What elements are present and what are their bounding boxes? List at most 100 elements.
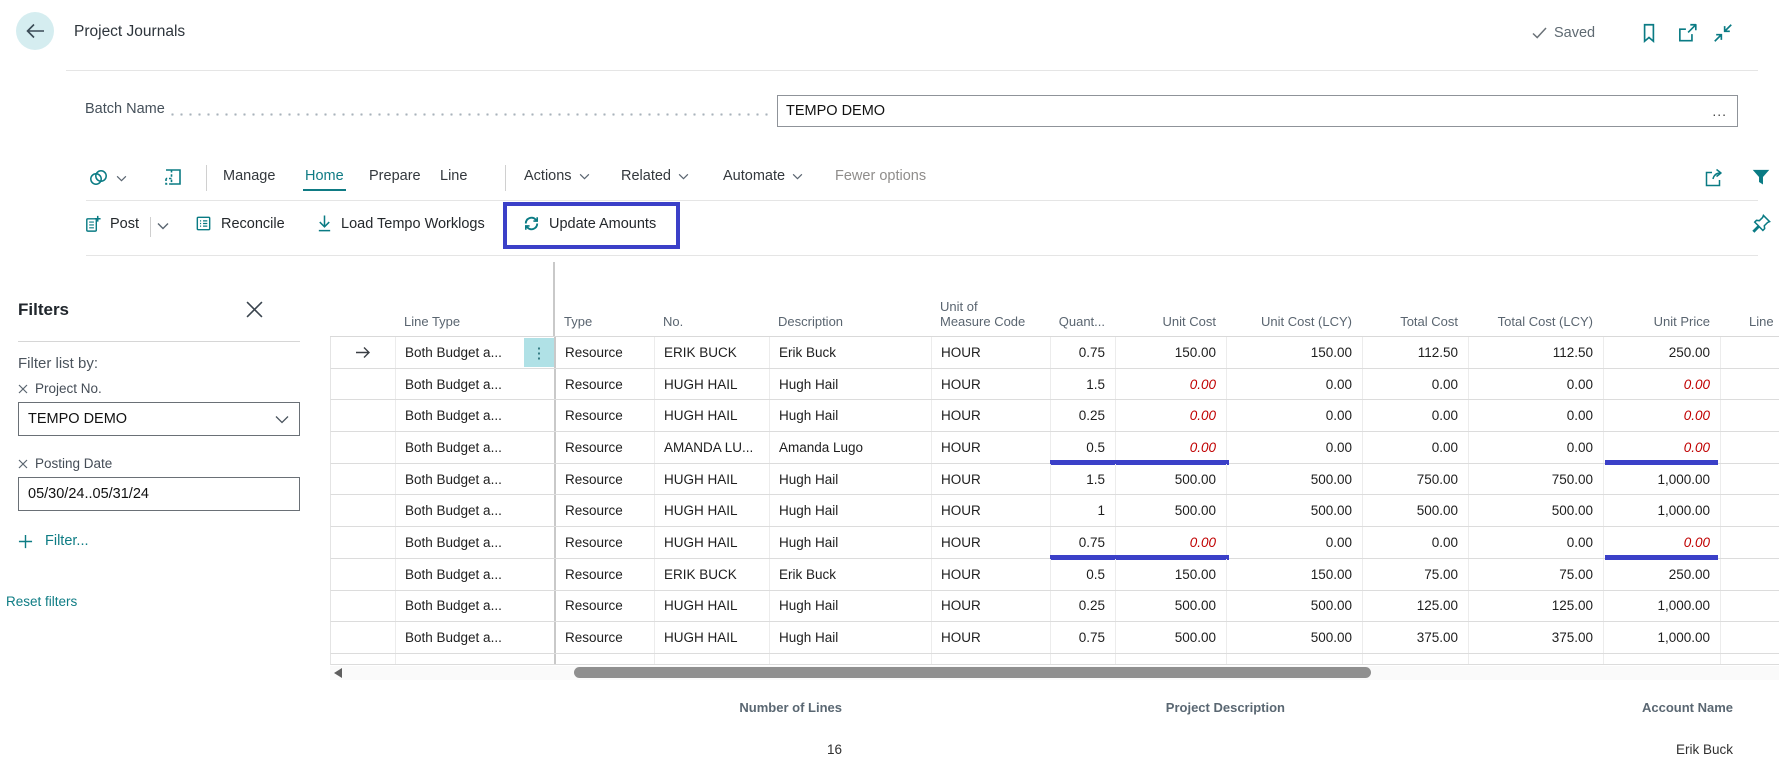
column-header-quant-[interactable]: Quant... [1058,314,1105,329]
cell-qty[interactable]: 0.75 [1051,337,1116,368]
cell-unit_price[interactable]: 0.00 [1604,527,1721,558]
posting-date-input[interactable]: 05/30/24..05/31/24 [18,477,300,511]
column-header-type[interactable]: Type [564,314,593,329]
cell-unit_cost[interactable]: 500.00 [1116,495,1227,527]
cell-total_cost_lcy[interactable]: 0.00 [1469,368,1604,400]
cell-unit_cost[interactable]: 150.00 [1116,337,1227,368]
cell-no[interactable]: ERIK BUCK [655,558,770,590]
views-button[interactable] [88,168,127,188]
cell-no[interactable]: HUGH HAIL [655,495,770,527]
column-header-total-cost-lcy-[interactable]: Total Cost (LCY) [1497,314,1593,329]
cell-unit_cost_lcy[interactable]: 500.00 [1227,463,1363,495]
cell-description[interactable]: Hugh Hail [770,622,932,653]
row-selector[interactable] [331,590,396,622]
cell-line-extra[interactable] [1721,432,1779,463]
cell-unit_cost_lcy[interactable]: 0.00 [1227,527,1363,558]
cell-unit_cost[interactable]: 0.00 [1116,527,1227,558]
cell-total_cost_lcy[interactable]: 75.00 [1469,558,1604,590]
cell-unit_price[interactable]: 1,000.00 [1604,463,1721,495]
cell-no[interactable]: ERIK BUCK [655,337,770,368]
column-header-line[interactable]: Line [1749,314,1774,329]
cell-uom[interactable]: HOUR [932,495,1051,527]
reset-filters-link[interactable]: Reset filters [6,594,78,609]
cell-line_type[interactable]: Both Budget a... [396,558,556,590]
cell-unit_price[interactable]: 1,000.00 [1604,590,1721,622]
cell-total_cost[interactable]: 500.00 [1363,495,1469,527]
cell-type[interactable]: Resource [556,590,655,622]
assist-edit-button[interactable]: ... [1712,103,1727,119]
cell-unit_cost[interactable]: 150.00 [1116,558,1227,590]
horizontal-scrollbar[interactable] [330,666,1779,680]
column-header-line-type[interactable]: Line Type [395,262,555,336]
cell-total_cost[interactable]: 0.00 [1363,432,1469,463]
batch-name-input[interactable]: TEMPO DEMO ... [777,95,1738,127]
cell-total_cost_lcy[interactable]: 112.50 [1469,337,1604,368]
cell-line-extra[interactable] [1721,337,1779,368]
filters-close-button[interactable] [246,301,263,318]
row-selector[interactable] [331,400,396,432]
cell-type[interactable]: Resource [556,400,655,432]
cell-uom[interactable]: HOUR [932,337,1051,368]
row-selector[interactable] [331,622,396,653]
post-button[interactable]: Post [83,214,139,234]
scrollbar-thumb[interactable] [574,667,1371,678]
menu-related[interactable]: Related [621,168,689,184]
cell-total_cost_lcy[interactable]: 0.00 [1469,432,1604,463]
cell-total_cost[interactable]: 112.50 [1363,337,1469,368]
cell-unit_cost[interactable]: 500.00 [1116,463,1227,495]
cell-total_cost_lcy[interactable]: 375.00 [1469,622,1604,653]
tab-line[interactable]: Line [440,168,468,184]
cell-unit_cost_lcy[interactable]: 500.00 [1227,590,1363,622]
cell-type[interactable]: Resource [556,558,655,590]
add-filter-button[interactable]: Filter... [18,533,89,549]
post-split-chevron[interactable] [157,222,169,230]
cell-unit_cost[interactable]: 0.00 [1116,432,1227,463]
pin-button[interactable] [1750,213,1772,235]
cell-line-extra[interactable] [1721,464,1779,495]
back-button[interactable] [16,12,54,50]
cell-total_cost[interactable]: 125.00 [1363,590,1469,622]
row-selector[interactable] [331,558,396,590]
cell-unit_cost_lcy[interactable]: 0.00 [1227,368,1363,400]
row-selector[interactable] [331,463,396,495]
share-button[interactable] [1702,166,1726,190]
cell-type[interactable]: Resource [556,495,655,527]
cell-no[interactable]: HUGH HAIL [655,463,770,495]
cell-total_cost_lcy[interactable]: 500.00 [1469,495,1604,527]
cell-description[interactable]: Erik Buck [770,337,932,368]
cell-total_cost[interactable]: 75.00 [1363,558,1469,590]
column-header-unit-cost[interactable]: Unit Cost [1162,314,1216,329]
cell-uom[interactable]: HOUR [932,368,1051,400]
cell-type[interactable]: Resource [556,622,655,653]
cell-qty[interactable]: 1.5 [1051,368,1116,400]
column-header-unit-of-measure-code[interactable]: Unit of Measure Code [940,299,1026,329]
cell-qty[interactable]: 0.75 [1051,622,1116,653]
cell-description[interactable]: Hugh Hail [770,590,932,622]
cell-uom[interactable]: HOUR [932,558,1051,590]
cell-description[interactable]: Hugh Hail [770,368,932,400]
cell-type[interactable]: Resource [556,432,655,463]
column-header-no-[interactable]: No. [663,314,684,329]
cell-line-extra[interactable] [1721,527,1779,558]
bookmark-icon[interactable] [1638,22,1660,44]
cell-total_cost_lcy[interactable]: 0.00 [1469,527,1604,558]
row-selector[interactable] [331,368,396,400]
cell-line-extra[interactable] [1721,559,1779,590]
cell-total_cost[interactable]: 750.00 [1363,463,1469,495]
remove-filter-icon[interactable] [18,384,28,394]
cell-qty[interactable]: 0.75 [1051,527,1116,558]
tab-manage[interactable]: Manage [223,168,276,184]
cell-unit_price[interactable]: 0.00 [1604,432,1721,463]
cell-description[interactable]: Amanda Lugo [770,432,932,463]
row-selector[interactable] [331,432,396,463]
cell-total_cost[interactable]: 0.00 [1363,368,1469,400]
cell-total_cost[interactable]: 0.00 [1363,527,1469,558]
cell-description[interactable]: Erik Buck [770,558,932,590]
cell-unit_price[interactable]: 1,000.00 [1604,622,1721,653]
cell-type[interactable]: Resource [556,337,655,368]
collapse-icon[interactable] [1712,22,1734,44]
cell-description[interactable]: Hugh Hail [770,400,932,432]
cell-uom[interactable]: HOUR [932,400,1051,432]
cell-description[interactable]: Hugh Hail [770,463,932,495]
cell-uom[interactable]: HOUR [932,463,1051,495]
